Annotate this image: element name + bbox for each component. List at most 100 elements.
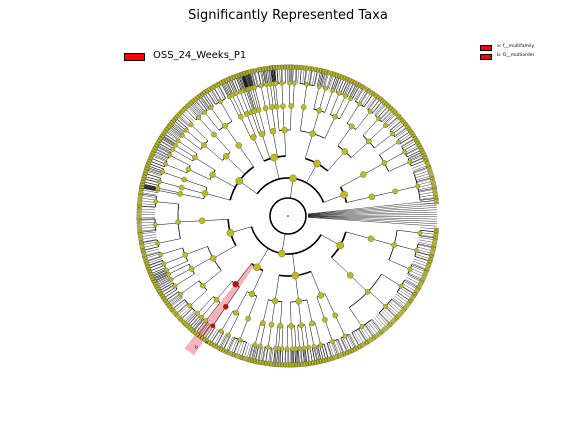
clade-edge	[383, 112, 396, 125]
leaf-edge	[143, 190, 158, 193]
leaf-node	[364, 86, 369, 92]
clade-edge	[258, 346, 262, 363]
clade-edge	[265, 68, 268, 85]
leaf-node	[261, 360, 265, 366]
leaf-edge	[141, 200, 156, 203]
clade-edge	[372, 100, 383, 114]
leaf-edge	[394, 295, 406, 305]
open-branch	[307, 207, 437, 216]
leaf-edge	[312, 346, 316, 361]
leaf-edge	[186, 109, 197, 121]
clade-edge	[147, 260, 163, 266]
leaf-edge	[309, 347, 313, 362]
taxon-node	[153, 199, 159, 205]
leaf-node	[402, 121, 409, 127]
clade-edge	[139, 205, 156, 208]
leaf-node	[242, 355, 246, 361]
clade-edge	[317, 345, 322, 362]
taxon-node	[273, 81, 278, 86]
leaf-node	[305, 65, 309, 71]
taxon-node	[172, 142, 178, 148]
clade-edge	[217, 84, 226, 99]
clade-edge	[194, 99, 205, 113]
taxon-node	[252, 84, 258, 90]
leaf-edge	[351, 86, 359, 100]
leaf-node	[375, 332, 381, 338]
taxon-node	[175, 219, 181, 225]
leaf-node	[428, 257, 434, 261]
leaf-node	[137, 196, 143, 200]
clade-edge	[299, 107, 304, 131]
clade-edge	[142, 185, 158, 190]
clade-edge	[251, 344, 256, 361]
taxon-node	[265, 345, 271, 350]
clade-edge	[188, 169, 211, 180]
clade-edge	[177, 115, 191, 127]
clade-edge	[300, 348, 303, 365]
leaf-edge	[178, 304, 190, 315]
leaf-edge	[419, 194, 434, 198]
taxon-node	[273, 346, 279, 351]
leaf-node	[140, 180, 146, 184]
leaf-node	[294, 362, 298, 368]
leaf-edge	[357, 90, 366, 104]
clade-edge	[274, 275, 280, 302]
leaf-edge	[388, 303, 399, 313]
clade-edge	[160, 137, 175, 147]
taxon-node	[269, 128, 277, 135]
clade-edge	[318, 70, 323, 87]
legend-group-label: OSS_24_Weeks_P1	[153, 50, 247, 61]
clade-edge	[416, 177, 433, 182]
clade-edge	[304, 133, 313, 159]
leaf-edge	[382, 308, 394, 319]
taxon-node	[255, 107, 262, 113]
clade-edge	[210, 329, 220, 344]
leaf-edge	[142, 198, 156, 201]
clade-edge	[265, 347, 269, 364]
leaf-edge	[312, 71, 316, 86]
leaf-node	[427, 259, 433, 264]
leaf-edge	[397, 291, 409, 301]
taxon-node	[170, 147, 176, 152]
taxon-node	[359, 324, 365, 329]
clade-edge	[180, 280, 200, 295]
leaf-edge	[418, 242, 433, 246]
leaf-node	[377, 330, 383, 336]
leaf-edge	[316, 345, 321, 360]
clade-edge	[408, 153, 424, 161]
taxon-node	[222, 153, 230, 160]
clade-edge	[169, 296, 183, 307]
taxon-node	[155, 185, 161, 191]
clade-edge	[216, 281, 233, 300]
leaf-node	[402, 305, 409, 311]
leaf-edge	[231, 80, 238, 94]
clade-edge	[333, 76, 341, 92]
leaf-edge	[141, 226, 156, 229]
taxon-node	[376, 116, 382, 122]
leaf-edge	[412, 163, 426, 169]
clade-edge	[368, 125, 386, 142]
leaf-edge	[190, 315, 200, 327]
taxon-node	[172, 283, 178, 289]
leaf-edge	[386, 305, 397, 315]
clade-edge	[191, 101, 203, 115]
taxon-node	[304, 81, 310, 87]
leaf-node	[347, 349, 352, 355]
leaf-edge	[279, 69, 281, 84]
leaf-node	[158, 291, 164, 296]
taxon-node	[322, 316, 328, 323]
open-branch	[307, 204, 437, 215]
leaf-node	[415, 287, 421, 292]
clade-edge	[142, 184, 158, 189]
leaf-node	[206, 339, 212, 345]
leaf-node	[204, 88, 209, 94]
clade-edge	[170, 123, 184, 134]
leaf-node	[162, 298, 168, 303]
clade-edge	[327, 151, 345, 172]
leaf-edge	[165, 134, 178, 143]
leaf-node	[319, 358, 323, 364]
leaf-node	[421, 153, 427, 158]
leaf-node	[182, 105, 188, 111]
leaf-node	[406, 300, 412, 306]
leaf-edge	[397, 131, 409, 141]
